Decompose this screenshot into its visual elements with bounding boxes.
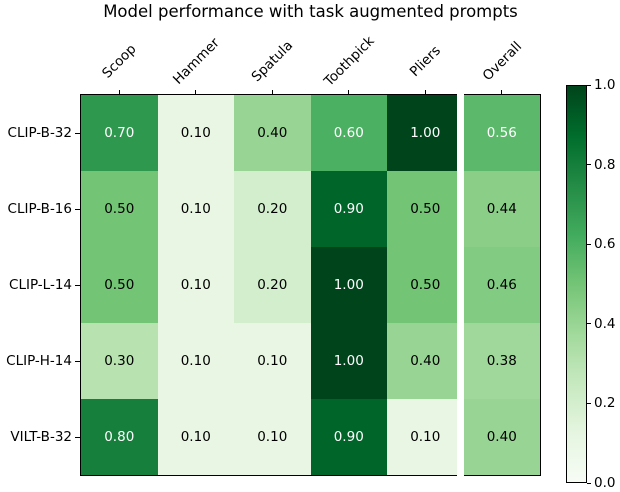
row-label: CLIP-L-14	[9, 277, 72, 293]
colorbar-tick-mark	[587, 243, 591, 245]
colorbar-tick-mark	[587, 482, 591, 484]
colorbar-tick-mark	[587, 323, 591, 325]
heatmap-cell: 0.30	[81, 323, 158, 399]
heatmap-cell: 0.10	[157, 247, 234, 323]
colorbar-tick-label: 0.8	[594, 156, 616, 173]
heatmap-cell: 0.38	[463, 323, 540, 399]
heatmap-cell: 0.20	[234, 247, 311, 323]
heatmap-cell: 0.40	[234, 95, 311, 171]
heatmap-cell: 0.10	[157, 399, 234, 475]
heatmap-cell: 0.50	[387, 171, 464, 247]
heatmap-cell: 0.70	[81, 95, 158, 171]
heatmap-cell: 0.10	[157, 323, 234, 399]
row-label: CLIP-H-14	[6, 353, 72, 369]
x-tick-mark	[118, 90, 120, 94]
x-tick-mark	[271, 90, 273, 94]
colorbar-tick-mark	[587, 84, 591, 86]
row-label: VILT-B-32	[10, 429, 72, 445]
row-label: CLIP-B-16	[7, 201, 72, 217]
heatmap-cell: 0.44	[463, 171, 540, 247]
heatmap-cell: 1.00	[310, 247, 387, 323]
heatmap-cell: 0.46	[463, 247, 540, 323]
colorbar-tick-mark	[587, 402, 591, 404]
colorbar-tick-label: 0.0	[594, 475, 616, 491]
colorbar-tick-label: 0.2	[594, 395, 616, 412]
heatmap-cell: 0.90	[310, 171, 387, 247]
row-label: CLIP-B-32	[7, 125, 72, 141]
x-tick-mark	[424, 90, 426, 94]
heatmap-cell: 0.90	[310, 399, 387, 475]
column-separator	[456, 94, 464, 476]
column-label: Pliers	[407, 42, 445, 80]
heatmap-plot: 0.70 0.10 0.40 0.60 1.00 0.56 0.50 0.10 0.20 0.90…	[80, 94, 541, 476]
heatmap-cell: 0.10	[234, 323, 311, 399]
heatmap-cell: 0.40	[463, 399, 540, 475]
colorbar-tick-mark	[587, 164, 591, 166]
y-tick-mark	[75, 436, 80, 438]
heatmap-cell: 0.10	[157, 95, 234, 171]
heatmap-cell: 1.00	[310, 323, 387, 399]
y-tick-mark	[75, 208, 80, 210]
heatmap-cell: 0.50	[81, 247, 158, 323]
column-label: Spatula	[248, 37, 297, 86]
heatmap-cell: 0.10	[157, 171, 234, 247]
y-tick-mark	[75, 360, 80, 362]
column-label: Toothpick	[320, 33, 378, 90]
colorbar-tick-label: 0.4	[594, 315, 616, 332]
heatmap-cell: 0.80	[81, 399, 158, 475]
column-label: Hammer	[169, 34, 223, 88]
heatmap-cell: 1.00	[387, 95, 464, 171]
heatmap-cell: 0.50	[387, 247, 464, 323]
heatmap-cell: 0.56	[463, 95, 540, 171]
heatmap-cell: 0.60	[310, 95, 387, 171]
heatmap-cell: 0.20	[234, 171, 311, 247]
x-tick-mark	[501, 90, 503, 94]
y-tick-mark	[75, 284, 80, 286]
heatmap-cell: 0.10	[387, 399, 464, 475]
colorbar-tick-label: 1.0	[594, 77, 616, 93]
y-tick-mark	[75, 132, 80, 134]
chart-title: Model performance with task augmented pr…	[103, 2, 518, 21]
heatmap-cell: 0.40	[387, 323, 464, 399]
x-tick-mark	[348, 90, 350, 94]
colorbar-tick-label: 0.6	[594, 236, 616, 253]
column-label: Overall	[479, 38, 525, 85]
x-tick-mark	[195, 90, 197, 94]
heatmap-cell: 0.50	[81, 171, 158, 247]
column-label: Scoop	[99, 41, 140, 82]
colorbar	[566, 85, 587, 483]
heatmap-cell: 0.10	[234, 399, 311, 475]
